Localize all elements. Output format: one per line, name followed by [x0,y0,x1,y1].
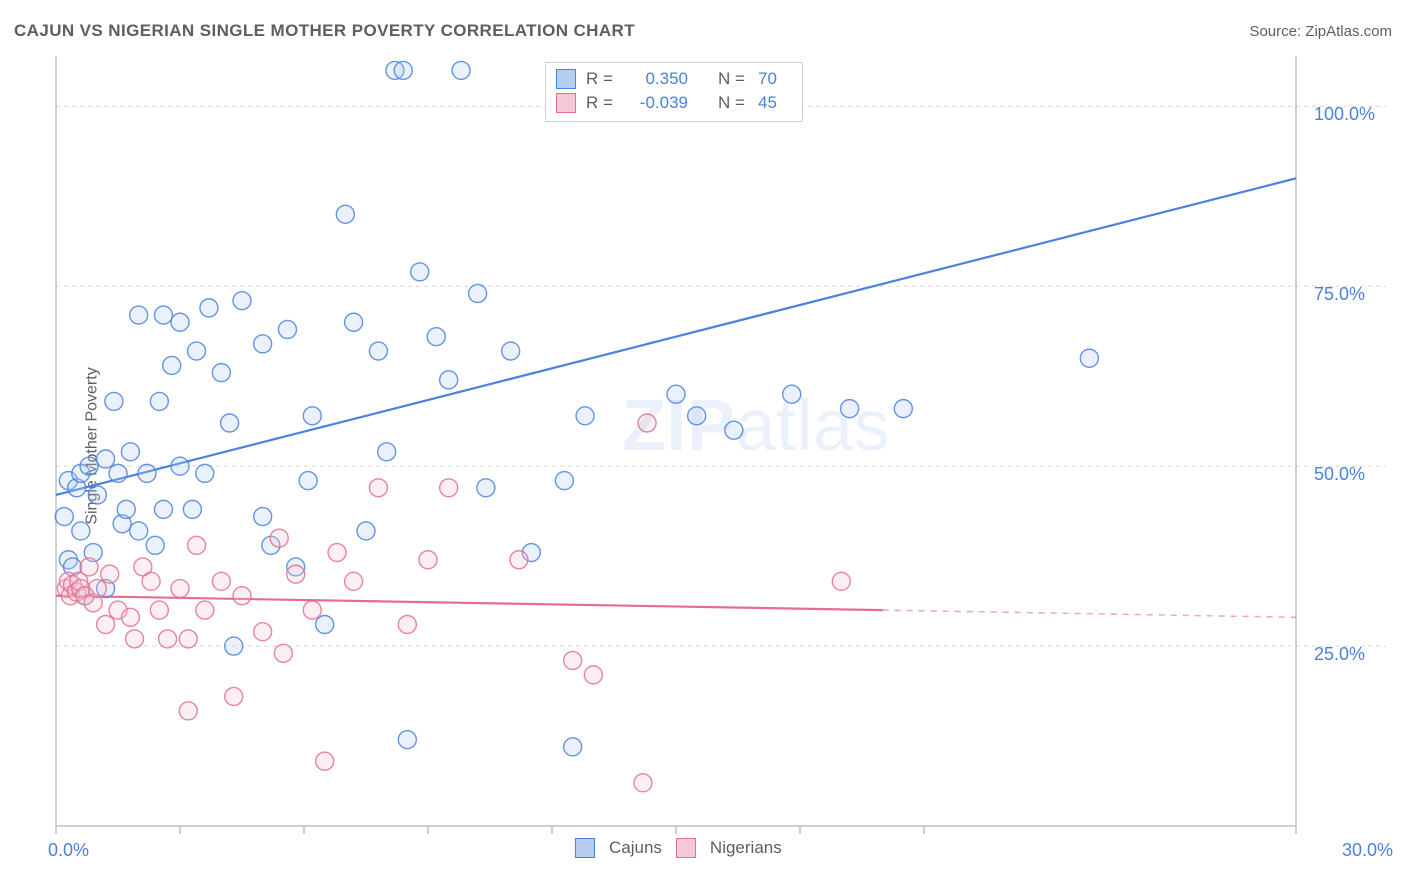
legend-n-label: N = [718,67,748,91]
legend-r-label: R = [586,67,616,91]
series-legend: Cajuns Nigerians [575,838,782,858]
correlation-legend: R = 0.350 N = 70 R = -0.039 N = 45 [545,62,803,122]
legend-swatch [575,838,595,858]
legend-series-label: Cajuns [609,838,662,858]
y-tick-label: 100.0% [1314,104,1375,125]
legend-r-value: -0.039 [626,91,688,115]
legend-n-label: N = [718,91,748,115]
legend-n-value: 45 [758,91,788,115]
y-tick-label: 75.0% [1314,284,1365,305]
legend-stat-row: R = -0.039 N = 45 [556,91,788,115]
x-axis-max-label: 30.0% [1342,840,1393,861]
chart-title: CAJUN VS NIGERIAN SINGLE MOTHER POVERTY … [14,21,635,41]
legend-stat-row: R = 0.350 N = 70 [556,67,788,91]
legend-swatch [556,93,576,113]
x-axis-min-label: 0.0% [48,840,89,861]
legend-r-label: R = [586,91,616,115]
legend-series-label: Nigerians [710,838,782,858]
chart-plot-area: ZIPatlas [56,56,1386,826]
legend-r-value: 0.350 [626,67,688,91]
legend-n-value: 70 [758,67,788,91]
legend-swatch [676,838,696,858]
y-tick-label: 50.0% [1314,464,1365,485]
y-tick-label: 25.0% [1314,644,1365,665]
source-attribution: Source: ZipAtlas.com [1249,23,1392,40]
legend-swatch [556,69,576,89]
